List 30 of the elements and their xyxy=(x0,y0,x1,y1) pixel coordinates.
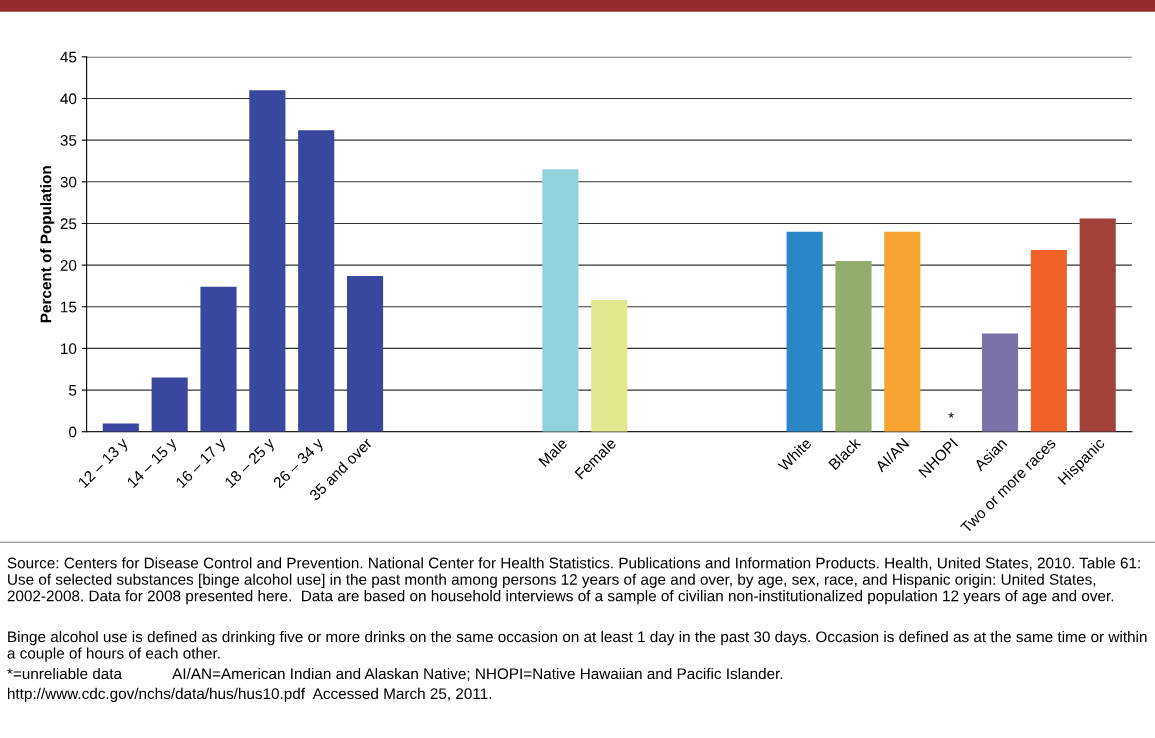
y-axis-title: Percent of Population xyxy=(40,166,55,323)
y-tick-label: 15 xyxy=(61,301,77,313)
bar xyxy=(542,169,579,432)
bar xyxy=(884,231,921,432)
bar xyxy=(835,260,872,432)
bar xyxy=(1030,250,1067,432)
text: *=unreliable data AI/AN=American Indian and Alaskan Native; NHOPI=Native Hawaiian and Pacific Islander. xyxy=(7,667,783,681)
y-tick-label: 0 xyxy=(69,426,77,438)
y-tick-label: 10 xyxy=(61,343,77,355)
bar xyxy=(1079,218,1116,432)
source-note: Source: Centers for Disease Control and Prevention. National Center for Health Statistics. Publications and Information Products. Health, United States, 2010. Table 61: Use of selected substances [binge alcohol use] in the past month among persons 12 years of age and over, by age, sex, race, and Hispanic origin: United States, 2002-2008. Data for 2008 presented here. Data are based on household interviews of a sample of civilian non-institutionalized population 12 years of age and over. xyxy=(7,557,1140,605)
y-tick-label: 40 xyxy=(60,93,77,105)
text: Binge alcohol use is defined as drinking five or more drinks on the same occasion on at least 1 day in the past 30 days. Occasion is defined as at the same time or within a couple of hours of each other. xyxy=(7,630,1147,662)
text: * xyxy=(948,412,954,418)
bar xyxy=(981,333,1019,432)
bar xyxy=(786,231,823,432)
y-tick-label: 35 xyxy=(60,135,77,146)
y-tick-label: 30 xyxy=(60,176,77,188)
bar xyxy=(249,90,286,432)
y-tick-label: 45 xyxy=(60,51,77,63)
text: http://www.cdc.gov/nchs/data/hus/hus10.pdf Accessed March 25, 2011. xyxy=(7,687,492,703)
bar xyxy=(298,130,335,432)
bar xyxy=(151,377,188,432)
y-tick-label: 25 xyxy=(60,218,77,230)
bar xyxy=(591,300,628,432)
bar xyxy=(102,423,139,432)
bar xyxy=(200,286,237,432)
y-tick-label: 20 xyxy=(60,259,77,271)
bar xyxy=(346,275,384,432)
y-tick-label: 5 xyxy=(69,385,77,396)
